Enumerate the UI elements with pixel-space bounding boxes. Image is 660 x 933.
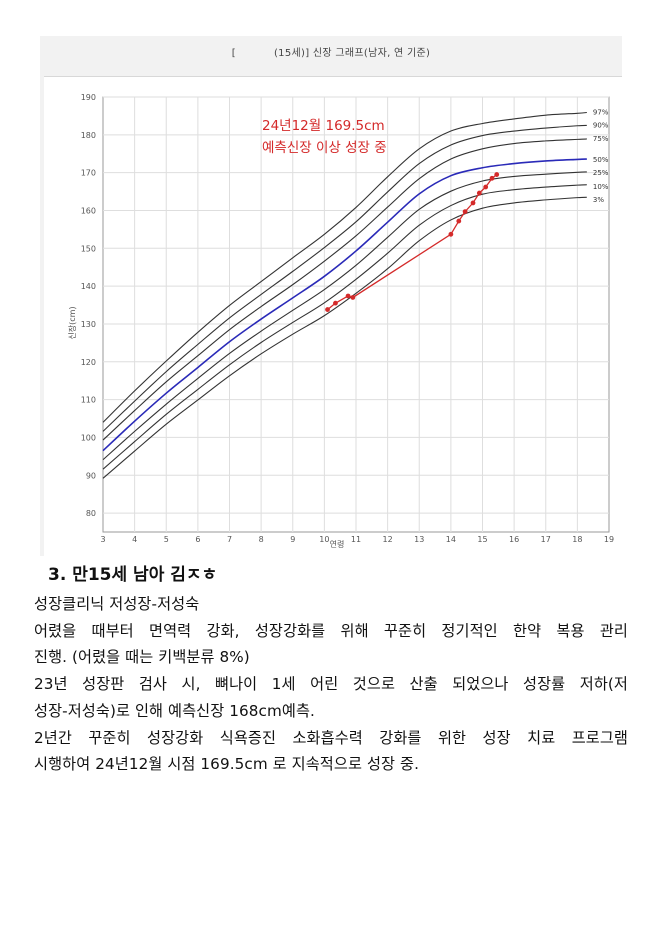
percentile-curves — [102, 111, 587, 479]
x-tick-label: 4 — [132, 535, 137, 544]
chart-ticks: 3 4 5 6 7 8 9 10 11 12 13 14 15 16 17 18 19 80 90 100 110 120… — [81, 93, 614, 544]
patient-point — [470, 200, 476, 206]
percentile-label: 3% — [593, 196, 604, 204]
patient-point — [333, 300, 338, 306]
patient-point — [489, 175, 495, 181]
x-tick-label: 17 — [541, 535, 551, 544]
x-tick-label: 5 — [164, 535, 169, 544]
percentile-curve — [102, 111, 587, 423]
x-tick-label: 16 — [509, 535, 519, 544]
patient-point — [462, 209, 468, 215]
growth-chart: 3 4 5 6 7 8 9 10 11 12 13 14 15 16 17 18 19 80 90 100 110 120… — [67, 93, 614, 549]
x-axis-label: 연령 — [330, 540, 345, 549]
x-tick-label: 3 — [100, 535, 105, 544]
x-tick-label: 8 — [259, 535, 264, 544]
y-tick-label: 140 — [81, 282, 96, 291]
x-tick-label: 13 — [414, 535, 424, 544]
x-tick-label: 11 — [351, 535, 361, 544]
chart-grid — [102, 96, 610, 533]
y-axis-label: 신장(cm) — [67, 306, 77, 339]
patient-line — [327, 174, 498, 311]
chart-title-text: (15세)] 신장 그래프(남자, 연 기준) — [273, 48, 431, 59]
patient-point — [456, 218, 462, 224]
case-line-1: 성장클리닉 저성장-저성숙 — [34, 595, 200, 613]
x-tick-label: 7 — [227, 535, 232, 544]
y-tick-label: 190 — [81, 93, 96, 102]
chart-title: [ (15세)] 신장 그래프(남자, 연 기준) — [40, 44, 622, 59]
y-tick-label: 100 — [81, 433, 96, 442]
percentile-curve — [102, 196, 587, 479]
annotation-line-1: 24년12월 169.5cm — [262, 118, 385, 134]
chart-title-bracket: [ — [231, 48, 236, 59]
case-line-7: 시행하여 24년12월 시점 169.5cm 로 지속적으로 성장 중. — [34, 755, 420, 773]
percentile-label: 75% — [593, 135, 609, 143]
y-tick-label: 130 — [81, 320, 96, 329]
patient-point — [483, 184, 489, 190]
x-tick-label: 19 — [604, 535, 614, 544]
growth-chart-frame: [ (15세)] 신장 그래프(남자, 연 기준) 3 4 5 6 7 8 9 10 11 12 13… — [40, 36, 622, 557]
y-tick-label: 110 — [81, 396, 96, 405]
patient-point — [345, 293, 351, 299]
patient-series — [325, 172, 500, 312]
x-tick-label: 14 — [446, 535, 456, 544]
patient-point — [325, 307, 330, 312]
patient-point — [494, 172, 500, 177]
annotation-line-2: 예측신장 이상 성장 중 — [262, 140, 387, 156]
y-tick-label: 180 — [81, 131, 96, 140]
percentile-curve — [102, 138, 587, 441]
y-tick-label: 90 — [86, 471, 96, 480]
case-line-3: 진행. (어렸을 때는 키백분류 8%) — [34, 648, 250, 666]
x-tick-label: 15 — [477, 535, 487, 544]
percentile-curve — [102, 124, 587, 432]
y-tick-label: 80 — [86, 509, 96, 518]
x-tick-label: 12 — [383, 535, 393, 544]
patient-point — [350, 295, 356, 300]
x-tick-label: 6 — [195, 535, 200, 544]
patient-point — [448, 231, 454, 237]
x-tick-label: 9 — [290, 535, 295, 544]
y-tick-label: 120 — [81, 358, 96, 367]
chart-panel: 3 4 5 6 7 8 9 10 11 12 13 14 15 16 17 18 19 80 90 100 110 120… — [44, 76, 622, 557]
percentile-curve — [102, 158, 587, 452]
percentile-labels: 97% 90% 75% 50% 25% 10% 3% — [593, 109, 609, 205]
percentile-curve — [102, 184, 587, 470]
percentile-label: 97% — [593, 109, 609, 117]
y-tick-label: 150 — [81, 244, 96, 253]
percentile-label: 25% — [593, 169, 609, 177]
y-tick-label: 170 — [81, 169, 96, 178]
case-heading: 3. 만15세 남아 김ㅈㅎ — [48, 565, 218, 585]
percentile-label: 90% — [593, 121, 609, 129]
case-line-4: 23년 성장판 검사 시, 뼈나이 1세 어린 것으로 산출 되었으나 성장률 … — [34, 675, 628, 693]
case-line-5: 성장-저성숙)로 인해 예측신장 168cm예측. — [34, 702, 315, 720]
x-tick-label: 10 — [319, 535, 329, 544]
x-tick-label: 18 — [572, 535, 582, 544]
y-tick-label: 160 — [81, 206, 96, 215]
case-line-6: 2년간 꾸준히 성장강화 식욕증진 소화흡수력 강화를 위한 성장 치료 프로그… — [34, 729, 628, 747]
case-line-2: 어렸을 때부터 면역력 강화, 성장강화를 위해 꾸준히 정기적인 한약 복용 … — [34, 622, 628, 640]
percentile-curve — [102, 171, 587, 461]
percentile-label: 50% — [593, 156, 609, 164]
percentile-label: 10% — [593, 183, 609, 191]
patient-point — [476, 190, 482, 196]
